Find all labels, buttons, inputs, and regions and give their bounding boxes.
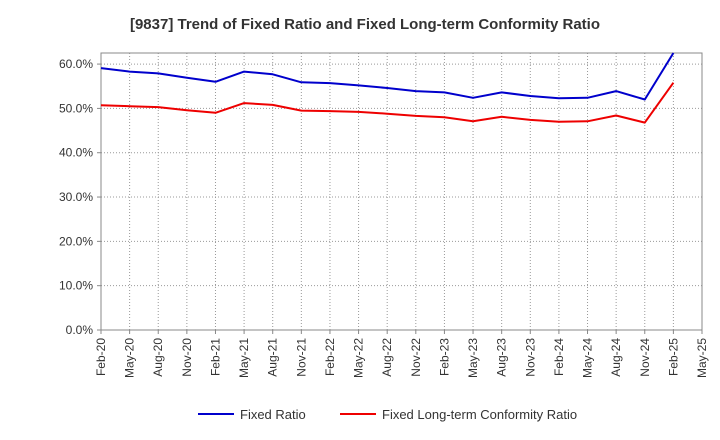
x-tick-label: May-22 [352, 338, 366, 378]
x-tick-label: Nov-22 [409, 338, 423, 377]
y-tick-label: 50.0% [59, 101, 93, 115]
x-tick-label: Aug-23 [495, 338, 509, 377]
plot-area [100, 52, 703, 331]
y-tick-label: 60.0% [59, 57, 93, 71]
x-tick-label: May-23 [466, 338, 480, 378]
x-tick-label: Aug-21 [266, 338, 280, 377]
x-tick-label: Nov-24 [638, 338, 652, 377]
x-tick-label: Feb-22 [323, 338, 337, 376]
x-tick-label: Feb-21 [208, 338, 222, 376]
y-tick-label: 30.0% [59, 190, 93, 204]
x-tick-label: May-24 [581, 338, 595, 378]
x-tick-label: Aug-22 [380, 338, 394, 377]
y-tick-label: 20.0% [59, 234, 93, 248]
legend-label-fixed-ratio: Fixed Ratio [240, 407, 306, 422]
x-tick-label: May-20 [123, 338, 137, 378]
x-tick-label: Aug-24 [609, 338, 623, 377]
chart-title: [9837] Trend of Fixed Ratio and Fixed Lo… [129, 16, 601, 33]
series-line-fixed-ratio [100, 52, 675, 101]
x-tick-label: Feb-23 [437, 338, 451, 376]
x-tick-label: Aug-20 [151, 338, 165, 377]
x-tick-label: Nov-20 [180, 338, 194, 377]
x-tick-label: Feb-25 [666, 338, 680, 376]
x-tick-label: Nov-21 [294, 338, 308, 377]
series-lines [100, 52, 675, 124]
x-tick-label: Feb-20 [94, 338, 108, 376]
x-tick-label: Nov-23 [523, 338, 537, 377]
y-axis: 0.0% 10.0% 20.0% 30.0% 40.0% 50.0% 60.0% [59, 57, 101, 337]
y-tick-label: 0.0% [66, 323, 94, 337]
legend: Fixed Ratio Fixed Long-term Conformity Ra… [198, 407, 577, 422]
x-tick-label: May-21 [237, 338, 251, 378]
y-tick-label: 10.0% [59, 279, 93, 293]
grid-lines [101, 53, 702, 330]
legend-label-fixed-long-term-conformity-ratio: Fixed Long-term Conformity Ratio [382, 407, 577, 422]
x-tick-label: Feb-24 [552, 338, 566, 376]
y-tick-label: 40.0% [59, 146, 93, 160]
series-line-fixed-long-term-conformity-ratio [100, 82, 675, 124]
x-tick-label: May-25 [695, 338, 709, 378]
x-axis: Feb-20 May-20 Aug-20 Nov-20 Feb-21 May-21 Aug-… [94, 330, 709, 378]
